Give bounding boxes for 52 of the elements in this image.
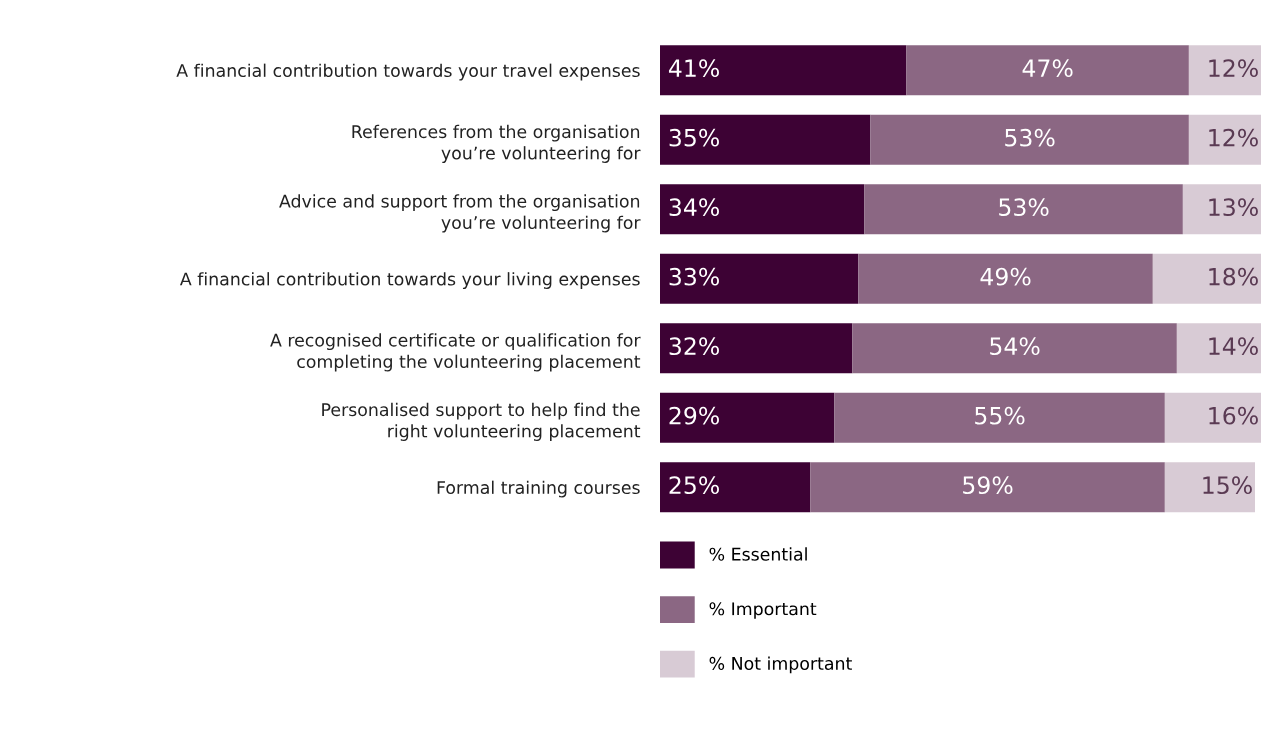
data-label: 29% (669, 406, 719, 425)
legend-label: % Not important (709, 656, 852, 674)
bar (660, 45, 907, 96)
bar (810, 462, 1165, 513)
bar (906, 45, 1189, 96)
data-label: 53% (999, 198, 1049, 217)
bar (858, 253, 1153, 304)
bar (1176, 323, 1261, 374)
data-label: 54% (990, 337, 1040, 356)
bar (864, 184, 1183, 235)
bar (660, 114, 871, 165)
bar (660, 462, 811, 513)
y-tick-label: References from the organisation you’re volunteering for (352, 124, 641, 163)
data-label: 49% (980, 267, 1031, 286)
bar (1188, 114, 1261, 165)
y-tick-label: A recognised certificate or qualification for completing the volunteering placement (270, 333, 641, 372)
data-label: 13% (1209, 198, 1258, 217)
y-tick-label: Personalised support to help find the right volunteering placement (322, 402, 641, 441)
data-label: 16% (1209, 406, 1258, 425)
data-label: 35% (669, 128, 719, 147)
bar (1182, 184, 1261, 235)
bar (660, 323, 853, 374)
data-label: 32% (669, 337, 719, 356)
data-label: 55% (975, 406, 1025, 425)
data-label: 53% (1005, 128, 1055, 147)
data-label: 41% (668, 59, 719, 78)
bar (852, 323, 1177, 374)
bar (1164, 392, 1261, 443)
bar (1152, 253, 1261, 304)
data-label: 25% (669, 476, 719, 495)
y-tick-label: Advice and support from the organisation you’re volunteering for (279, 194, 641, 233)
data-label: 34% (669, 198, 719, 217)
data-label: 33% (669, 267, 719, 286)
data-label: 12% (1209, 59, 1258, 78)
bar (660, 253, 859, 304)
legend-label: % Important (709, 602, 817, 619)
y-tick-label: A financial contribution towards your living expenses (179, 272, 640, 289)
data-label: 12% (1209, 128, 1258, 147)
bar (1188, 45, 1261, 96)
bar (660, 392, 835, 443)
bar (660, 184, 865, 235)
y-tick-label: A financial contribution towards your travel expenses (176, 63, 640, 81)
bar (1164, 462, 1255, 513)
bar (834, 392, 1165, 443)
bar (870, 114, 1189, 165)
data-label: 47% (1022, 59, 1073, 78)
y-tick-label: Formal training courses (437, 480, 640, 498)
data-label: 15% (1203, 476, 1252, 495)
legend-label: % Essential (709, 547, 807, 561)
data-label: 59% (963, 476, 1013, 495)
data-label: 14% (1209, 337, 1258, 356)
data-label: 18% (1209, 267, 1258, 286)
